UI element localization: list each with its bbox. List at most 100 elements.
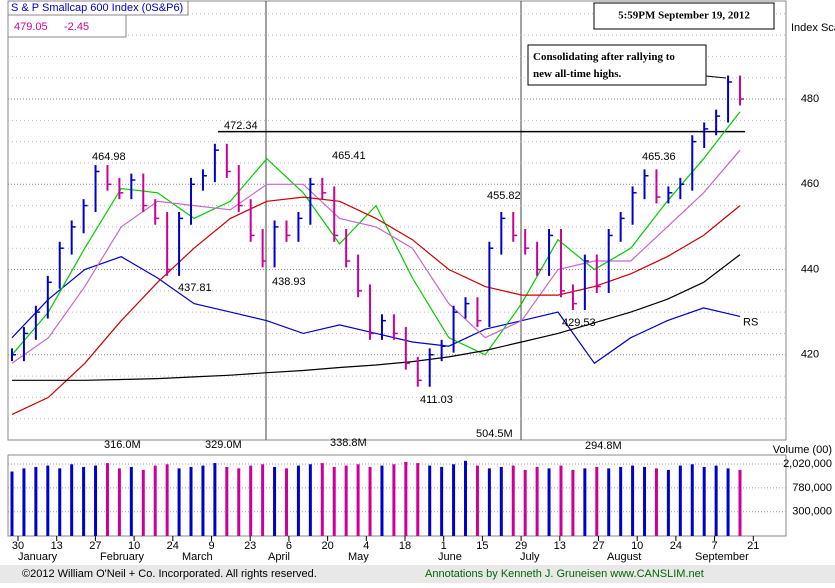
volume-bar bbox=[22, 468, 26, 536]
title: S & P Smallcap 600 Index (0S&P6) bbox=[11, 2, 183, 14]
price-bar bbox=[201, 169, 207, 191]
volume-bar bbox=[356, 464, 360, 536]
line-series bbox=[11, 256, 741, 365]
price-frame bbox=[7, 0, 787, 441]
volume-bar bbox=[308, 464, 312, 536]
volume-bar bbox=[583, 468, 587, 536]
x-tick-label: 29 bbox=[515, 540, 527, 552]
line-series bbox=[11, 196, 741, 415]
volume-bar bbox=[607, 468, 611, 536]
line-series bbox=[11, 111, 741, 356]
price-bar bbox=[595, 254, 601, 293]
price-bar bbox=[333, 186, 339, 242]
volume-bar bbox=[105, 463, 109, 536]
price-bar bbox=[703, 122, 709, 149]
price-bar bbox=[58, 241, 64, 289]
volume-bar bbox=[165, 464, 169, 536]
volume-axis-label: Volume (00) bbox=[773, 444, 832, 456]
volume-bar bbox=[153, 465, 157, 536]
y-tick-label: 480 bbox=[801, 93, 819, 105]
month-label: March bbox=[182, 551, 213, 563]
volume-bar bbox=[428, 465, 432, 536]
price-bar bbox=[476, 297, 482, 328]
x-tick-label: 20 bbox=[321, 540, 333, 552]
volume-annotation: 316.0M bbox=[104, 439, 141, 451]
volume-bar bbox=[261, 464, 265, 536]
volume-tick-label: 300,000 bbox=[792, 506, 832, 518]
note-arrow bbox=[705, 75, 727, 79]
volume-bar bbox=[177, 468, 181, 536]
volume-bar bbox=[225, 466, 229, 536]
x-tick-label: 24 bbox=[670, 540, 682, 552]
price-bar bbox=[727, 75, 733, 123]
price-bar bbox=[22, 327, 28, 362]
price-annotation: 464.98 bbox=[92, 151, 126, 163]
volume-bar bbox=[440, 466, 444, 536]
y-tick-label: 440 bbox=[801, 263, 819, 275]
x-tick-label: 13 bbox=[51, 540, 63, 552]
volume-bar bbox=[678, 465, 682, 536]
volume-bar bbox=[571, 469, 575, 536]
price-bar bbox=[583, 254, 589, 311]
price-bar bbox=[548, 229, 554, 276]
volume-bar bbox=[523, 469, 527, 536]
price-bar bbox=[154, 199, 160, 225]
volume-bar bbox=[368, 466, 372, 536]
y-tick-label: 420 bbox=[801, 349, 819, 361]
price-bar bbox=[380, 314, 386, 340]
volume-bar bbox=[511, 465, 515, 536]
x-tick-label: 24 bbox=[167, 540, 179, 552]
volume-bar bbox=[273, 466, 277, 536]
note: Consolidating after rallying to new all-t… bbox=[533, 51, 675, 80]
volume-bar bbox=[726, 468, 730, 536]
footer-right: Annotations by Kenneth J. Gruneisen www.… bbox=[425, 568, 704, 580]
price-bar bbox=[392, 314, 398, 340]
month-label: August bbox=[607, 551, 641, 563]
note-box bbox=[527, 44, 707, 86]
x-tick-label: 21 bbox=[747, 540, 759, 552]
price-bar bbox=[213, 143, 219, 183]
axis-label: Index Scale bbox=[791, 22, 835, 34]
volume-bar bbox=[34, 466, 38, 536]
price-bar bbox=[500, 211, 506, 255]
price-bar bbox=[452, 305, 458, 353]
x-tick-label: 9 bbox=[208, 540, 214, 552]
price-bar bbox=[643, 169, 649, 200]
x-tick-label: 23 bbox=[244, 540, 256, 552]
price-bar bbox=[345, 229, 351, 268]
timestamp: 5:59PM September 19, 2012 bbox=[618, 10, 750, 22]
volume-bar bbox=[702, 466, 706, 536]
price-bar bbox=[739, 75, 744, 106]
x-tick-label: 7 bbox=[712, 540, 718, 552]
volume-bar bbox=[320, 463, 324, 536]
price-bar bbox=[273, 220, 279, 268]
volume-bar bbox=[452, 464, 456, 536]
volume-bar bbox=[559, 465, 563, 536]
price-bar bbox=[261, 229, 267, 268]
volume-bar bbox=[129, 466, 133, 536]
price-bar bbox=[285, 220, 291, 242]
price-bar bbox=[106, 165, 112, 191]
x-tick-label: 27 bbox=[592, 540, 604, 552]
price-bar bbox=[249, 199, 255, 242]
volume-bar bbox=[643, 466, 647, 536]
volume-bar bbox=[535, 466, 539, 536]
price-annotation: 465.36 bbox=[642, 151, 676, 163]
volume-bar bbox=[58, 468, 62, 536]
x-tick-label: 1 bbox=[441, 540, 447, 552]
price-bar bbox=[190, 177, 196, 225]
price-bar bbox=[70, 220, 76, 255]
price-annotation: 465.41 bbox=[332, 150, 366, 162]
price-bar bbox=[488, 241, 494, 328]
month-label: February bbox=[100, 551, 145, 563]
volume-bar bbox=[392, 464, 396, 536]
x-tick-label: 6 bbox=[286, 540, 292, 552]
volume-bar bbox=[46, 465, 50, 536]
volume-annotation: 504.5M bbox=[476, 428, 513, 440]
price-bar bbox=[118, 177, 124, 200]
volume-bar bbox=[714, 465, 718, 536]
price-bar bbox=[225, 143, 231, 178]
volume-bar bbox=[284, 468, 288, 536]
price-bar bbox=[369, 284, 375, 340]
x-tick-label: 30 bbox=[12, 540, 24, 552]
